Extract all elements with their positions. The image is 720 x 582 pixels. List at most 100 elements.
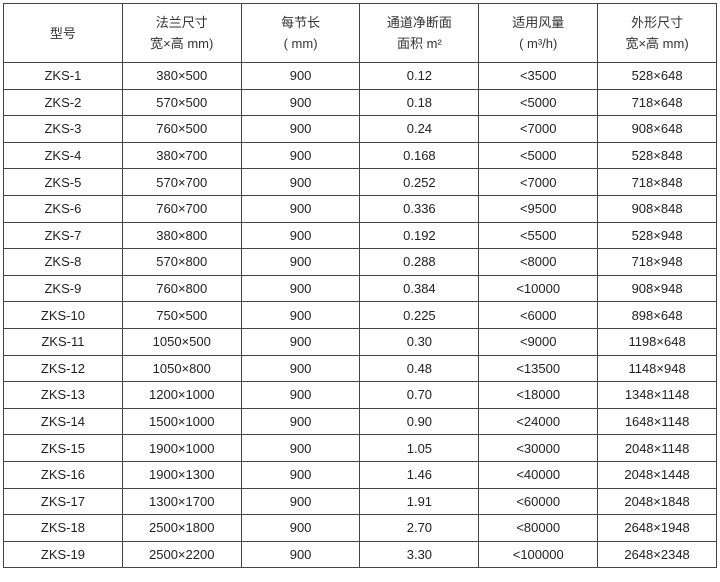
header-line2: 宽×高 mm) bbox=[150, 36, 214, 51]
cell-model: ZKS-1 bbox=[3, 62, 123, 90]
cell-section-length: 900 bbox=[240, 168, 361, 196]
cell-section-length: 900 bbox=[240, 88, 361, 117]
cell-outer-size: 718×948 bbox=[597, 248, 717, 276]
cell-outer-size: 2048×1148 bbox=[597, 434, 717, 462]
cell-air-volume: <7000 bbox=[478, 168, 599, 196]
cell-air-volume: <40000 bbox=[478, 460, 599, 489]
cell-air-volume: <13500 bbox=[478, 354, 599, 383]
cell-model: ZKS-10 bbox=[3, 301, 123, 329]
header-line1: 适用风量 bbox=[512, 15, 565, 30]
cell-outer-size: 528×848 bbox=[597, 141, 717, 170]
cell-outer-size: 2648×1948 bbox=[597, 514, 717, 542]
cell-model: ZKS-13 bbox=[3, 381, 123, 409]
table-row: ZKS-19 2500×2200 900 3.30 <100000 2648×2348 bbox=[3, 540, 717, 569]
table-row: ZKS-7 380×800 900 0.192 <5500 528×948 bbox=[3, 221, 717, 250]
table-row: ZKS-4 380×700 900 0.168 <5000 528×848 bbox=[3, 141, 717, 170]
cell-net-area: 0.12 bbox=[359, 62, 480, 90]
cell-net-area: 1.46 bbox=[359, 460, 480, 489]
cell-net-area: 0.336 bbox=[359, 194, 480, 223]
cell-outer-size: 2048×1848 bbox=[597, 487, 717, 516]
cell-air-volume: <8000 bbox=[478, 248, 599, 276]
cell-outer-size: 908×948 bbox=[597, 274, 717, 303]
cell-section-length: 900 bbox=[240, 115, 361, 143]
cell-air-volume: <6000 bbox=[478, 301, 599, 329]
cell-flange-size: 570×500 bbox=[121, 88, 242, 117]
cell-air-volume: <10000 bbox=[478, 274, 599, 303]
table-row: ZKS-2 570×500 900 0.18 <5000 718×648 bbox=[3, 88, 717, 117]
cell-air-volume: <60000 bbox=[478, 487, 599, 516]
cell-outer-size: 1198×648 bbox=[597, 327, 717, 356]
cell-flange-size: 570×700 bbox=[121, 168, 242, 196]
cell-flange-size: 380×800 bbox=[121, 221, 242, 250]
cell-flange-size: 750×500 bbox=[121, 301, 242, 329]
header-line2: ( m³/h) bbox=[519, 36, 558, 51]
cell-flange-size: 760×700 bbox=[121, 194, 242, 223]
cell-flange-size: 1050×800 bbox=[121, 354, 242, 383]
header-net-area: 通道净断面面积 m² bbox=[359, 3, 480, 63]
cell-air-volume: <9500 bbox=[478, 194, 599, 223]
cell-outer-size: 718×648 bbox=[597, 88, 717, 117]
cell-flange-size: 760×500 bbox=[121, 115, 242, 143]
cell-model: ZKS-15 bbox=[3, 434, 123, 462]
cell-flange-size: 380×500 bbox=[121, 62, 242, 90]
cell-outer-size: 908×648 bbox=[597, 115, 717, 143]
cell-model: ZKS-6 bbox=[3, 194, 123, 223]
cell-model: ZKS-17 bbox=[3, 487, 123, 516]
header-line2: 面积 m² bbox=[397, 36, 442, 51]
table-row: ZKS-6 760×700 900 0.336 <9500 908×848 bbox=[3, 194, 717, 223]
cell-model: ZKS-19 bbox=[3, 540, 123, 569]
header-line1: 型号 bbox=[49, 25, 76, 41]
table-header: 型号 法兰尺寸 宽×高 mm) 每节长 ( mm) 通道净断面 面积 m² 适用风量 ( m³/… bbox=[3, 3, 717, 63]
cell-net-area: 0.192 bbox=[359, 221, 480, 250]
header-line1: 外形尺寸 bbox=[631, 15, 684, 30]
cell-model: ZKS-14 bbox=[3, 407, 123, 436]
cell-net-area: 1.05 bbox=[359, 434, 480, 462]
cell-net-area: 2.70 bbox=[359, 514, 480, 542]
cell-flange-size: 1300×1700 bbox=[121, 487, 242, 516]
table-row: ZKS-13 1200×1000 900 0.70 <18000 1348×1148 bbox=[3, 381, 717, 409]
cell-net-area: 0.24 bbox=[359, 115, 480, 143]
cell-section-length: 900 bbox=[240, 381, 361, 409]
cell-net-area: 0.18 bbox=[359, 88, 480, 117]
cell-net-area: 0.70 bbox=[359, 381, 480, 409]
cell-model: ZKS-8 bbox=[3, 248, 123, 276]
header-line2: 宽×高 mm) bbox=[625, 36, 689, 51]
cell-model: ZKS-18 bbox=[3, 514, 123, 542]
cell-outer-size: 2048×1448 bbox=[597, 460, 717, 489]
cell-section-length: 900 bbox=[240, 407, 361, 436]
cell-outer-size: 2648×2348 bbox=[597, 540, 717, 569]
table-row: ZKS-1 380×500 900 0.12 <3500 528×648 bbox=[3, 62, 717, 90]
cell-net-area: 0.48 bbox=[359, 354, 480, 383]
header-model: 型号 bbox=[3, 3, 123, 63]
cell-net-area: 0.30 bbox=[359, 327, 480, 356]
cell-flange-size: 1900×1300 bbox=[121, 460, 242, 489]
table-row: ZKS-10 750×500 900 0.225 <6000 898×648 bbox=[3, 301, 717, 329]
cell-section-length: 900 bbox=[240, 194, 361, 223]
cell-flange-size: 2500×1800 bbox=[121, 514, 242, 542]
cell-section-length: 900 bbox=[240, 327, 361, 356]
cell-outer-size: 908×848 bbox=[597, 194, 717, 223]
table-body: ZKS-1 380×500 900 0.12 <3500 528×648 ZKS-2 570×… bbox=[3, 62, 717, 569]
cell-flange-size: 570×800 bbox=[121, 248, 242, 276]
cell-flange-size: 1900×1000 bbox=[121, 434, 242, 462]
cell-net-area: 0.90 bbox=[359, 407, 480, 436]
cell-outer-size: 528×948 bbox=[597, 221, 717, 250]
header-line2: ( mm) bbox=[283, 36, 318, 51]
cell-section-length: 900 bbox=[240, 434, 361, 462]
cell-section-length: 900 bbox=[240, 62, 361, 90]
header-flange-size: 法兰尺寸 宽×高 mm) bbox=[121, 3, 242, 63]
cell-air-volume: <3500 bbox=[478, 62, 599, 90]
table-row: ZKS-5 570×700 900 0.252 <7000 718×848 bbox=[3, 168, 717, 196]
cell-outer-size: 528×648 bbox=[597, 62, 717, 90]
header-line1: 通道净断面 bbox=[386, 15, 452, 30]
cell-section-length: 900 bbox=[240, 141, 361, 170]
cell-section-length: 900 bbox=[240, 354, 361, 383]
cell-net-area: 0.384 bbox=[359, 274, 480, 303]
cell-net-area: 3.30 bbox=[359, 540, 480, 569]
cell-section-length: 900 bbox=[240, 248, 361, 276]
cell-air-volume: <5000 bbox=[478, 88, 599, 117]
cell-outer-size: 1648×1148 bbox=[597, 407, 717, 436]
cell-model: ZKS-7 bbox=[3, 221, 123, 250]
table-row: ZKS-15 1900×1000 900 1.05 <30000 2048×1148 bbox=[3, 434, 717, 462]
table-row: ZKS-8 570×800 900 0.288 <8000 718×948 bbox=[3, 248, 717, 276]
